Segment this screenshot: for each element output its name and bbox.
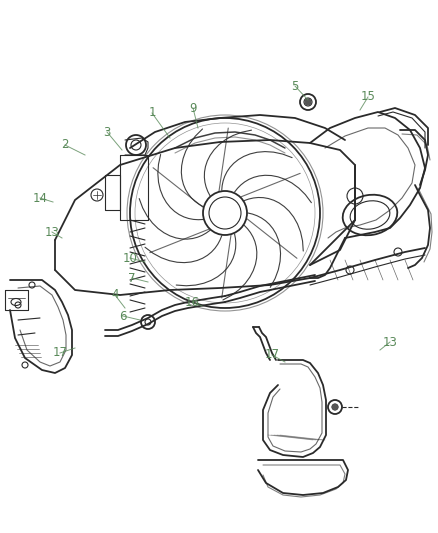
Text: 4: 4	[111, 288, 119, 302]
Text: 14: 14	[32, 191, 47, 205]
Circle shape	[305, 99, 311, 105]
Text: 13: 13	[382, 335, 397, 349]
Text: 17: 17	[265, 349, 279, 361]
Text: 6: 6	[119, 310, 127, 322]
Text: 7: 7	[128, 271, 136, 285]
Text: 17: 17	[53, 346, 67, 359]
Text: 5: 5	[291, 79, 299, 93]
Text: 1: 1	[148, 107, 156, 119]
Text: 9: 9	[189, 101, 197, 115]
Text: 3: 3	[103, 125, 111, 139]
Text: 2: 2	[61, 139, 69, 151]
Text: 15: 15	[360, 91, 375, 103]
Text: 16: 16	[184, 295, 199, 309]
Circle shape	[332, 405, 338, 409]
Text: 10: 10	[123, 252, 138, 264]
Text: 13: 13	[45, 225, 60, 238]
